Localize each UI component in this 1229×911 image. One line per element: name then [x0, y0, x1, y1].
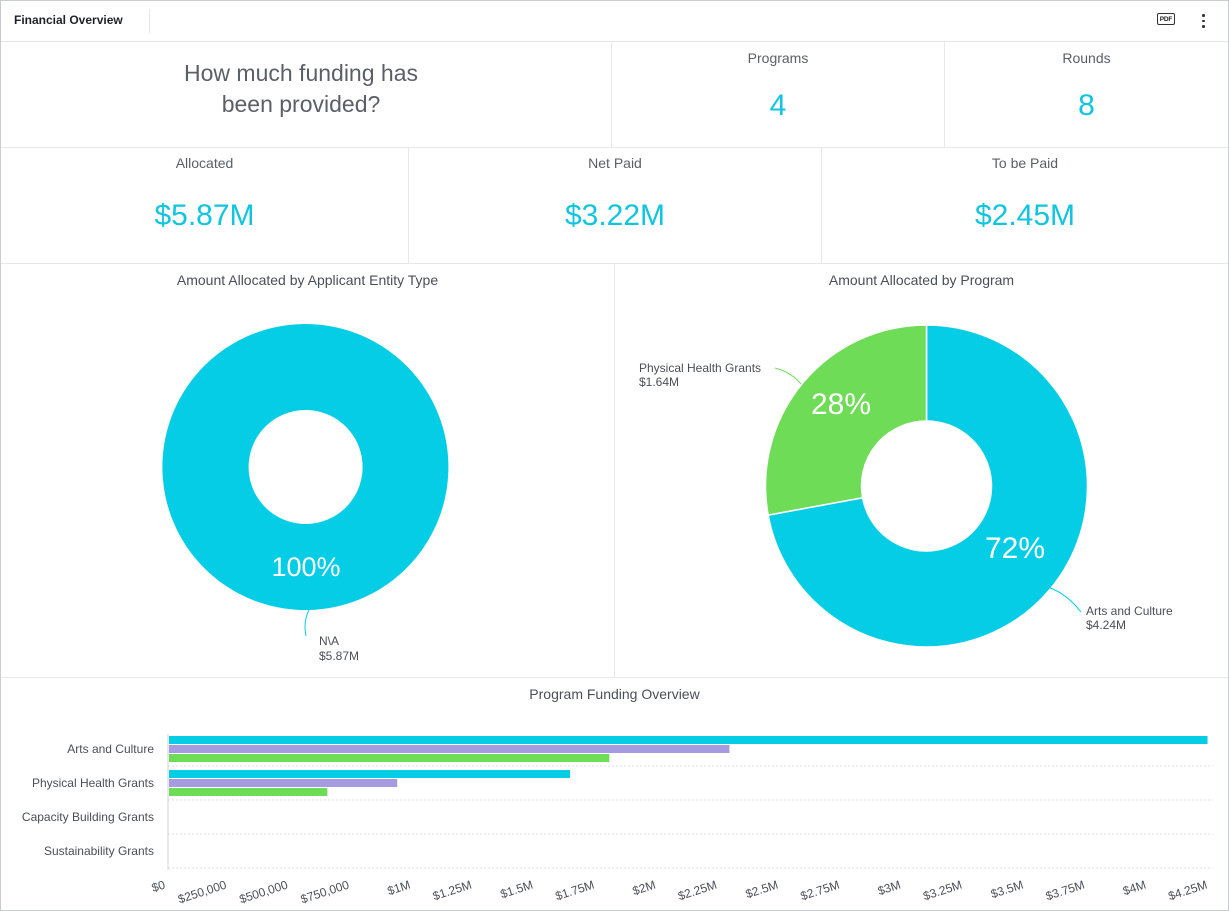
programs-label: Programs — [747, 50, 809, 66]
allocated-kpi-tile[interactable]: Allocated $5.87M — [1, 148, 409, 264]
bar-x-tick-label: $2.75M — [799, 878, 841, 904]
entity-type-chart-title: Amount Allocated by Applicant Entity Typ… — [176, 272, 439, 288]
programs-value: 4 — [769, 89, 787, 122]
net-paid-kpi-tile[interactable]: Net Paid $3.22M — [409, 148, 822, 264]
pie-slice-arts-and-culture[interactable] — [767, 324, 1089, 648]
programs-kpi-tile[interactable]: Programs 4 — [612, 42, 945, 148]
bar-x-tick-label: $3M — [876, 878, 903, 899]
allocated-label: Allocated — [175, 155, 234, 171]
page-title: Financial Overview — [14, 13, 123, 27]
to-be-paid-kpi-tile[interactable]: To be Paid $2.45M — [822, 148, 1228, 264]
pie-slice-value: $1.64M — [639, 375, 679, 389]
bar[interactable] — [169, 745, 730, 753]
rounds-kpi-tile[interactable]: Rounds 8 — [945, 42, 1228, 148]
bar-x-tick-label: $1.25M — [431, 878, 473, 904]
bar[interactable] — [169, 779, 398, 787]
bar-x-tick-label: $2M — [631, 878, 658, 899]
more-options-icon[interactable] — [1196, 11, 1210, 31]
to-be-paid-label: To be Paid — [991, 155, 1059, 171]
bar-x-tick-label: $1M — [386, 878, 413, 899]
pie-leader-line — [774, 367, 802, 385]
bar-x-tick-label: $500,000 — [238, 877, 290, 906]
question-heading: How much funding has been provided? — [121, 58, 481, 120]
pie-slice-label: N\A — [319, 634, 339, 648]
pie-slice-physical-health-grants[interactable] — [764, 324, 928, 516]
bar-category-label: Capacity Building Grants — [22, 810, 154, 824]
pie-slice-percent: 72% — [985, 532, 1045, 565]
pie-slice-percent: 28% — [811, 388, 871, 421]
title-divider — [149, 9, 150, 33]
bar-category-label: Physical Health Grants — [32, 776, 154, 790]
pie-slice-n-a[interactable] — [162, 324, 449, 610]
bar-x-tick-label: $0 — [150, 877, 167, 895]
pie-slice-percent: 100% — [271, 552, 340, 582]
pie-slice-value: $4.24M — [1086, 618, 1126, 632]
bar[interactable] — [169, 788, 328, 796]
bar-x-tick-label: $750,000 — [299, 877, 351, 906]
bar-x-tick-label: $4M — [1121, 878, 1148, 899]
pdf-export-icon[interactable]: PDF — [1157, 13, 1175, 25]
top-bar: Financial Overview PDF — [1, 1, 1228, 42]
net-paid-label: Net Paid — [588, 155, 642, 171]
entity-type-chart-tile: Amount Allocated by Applicant Entity Typ… — [1, 264, 615, 678]
bar-category-label: Arts and Culture — [67, 742, 154, 756]
program-chart-title: Amount Allocated by Program — [828, 272, 1015, 288]
entity-type-donut-chart: 100% N\A $5.87M — [162, 324, 449, 663]
question-line-2: been provided? — [221, 91, 381, 117]
pie-slice-label: Arts and Culture — [1086, 604, 1173, 618]
allocated-value: $5.87M — [154, 199, 255, 232]
program-chart-tile: Amount Allocated by Program 72% 28% Arts… — [615, 264, 1228, 678]
rounds-value: 8 — [1078, 89, 1095, 122]
program-funding-bar-chart: Arts and Culture Physical Health Grants Ca… — [22, 734, 1213, 906]
bar[interactable] — [169, 754, 610, 762]
program-funding-chart-title: Program Funding Overview — [529, 686, 700, 702]
bar-x-tick-label: $4.25M — [1167, 878, 1209, 904]
to-be-paid-value: $2.45M — [974, 199, 1076, 232]
bar-x-tick-label: $250,000 — [176, 877, 228, 906]
pie-leader-line — [304, 609, 310, 637]
program-funding-chart-tile: Program Funding Overview Arts and Cultur… — [1, 678, 1228, 910]
question-tile: How much funding has been provided? — [1, 42, 612, 148]
pie-slice-label: Physical Health Grants — [639, 361, 761, 375]
bar-x-tick-label: $3.5M — [989, 878, 1025, 902]
pie-leader-line — [1049, 587, 1082, 613]
bar-x-tick-label: $3.75M — [1044, 878, 1086, 904]
bar-x-tick-label: $1.5M — [499, 878, 535, 902]
question-line-1: How much funding has — [184, 60, 418, 86]
bar-x-tick-label: $2.25M — [676, 878, 718, 904]
pie-slice-value: $5.87M — [319, 649, 359, 663]
bar[interactable] — [169, 770, 571, 778]
net-paid-value: $3.22M — [564, 199, 666, 232]
bar-x-tick-label: $3.25M — [921, 878, 963, 904]
bar-x-tick-label: $2.5M — [744, 878, 780, 902]
program-donut-chart: 72% 28% Arts and Culture $4.24M Physical… — [639, 324, 1173, 648]
bar-category-label: Sustainability Grants — [44, 844, 154, 858]
rounds-label: Rounds — [1062, 50, 1111, 66]
bar-x-tick-label: $1.75M — [554, 878, 596, 904]
bar[interactable] — [169, 736, 1208, 744]
